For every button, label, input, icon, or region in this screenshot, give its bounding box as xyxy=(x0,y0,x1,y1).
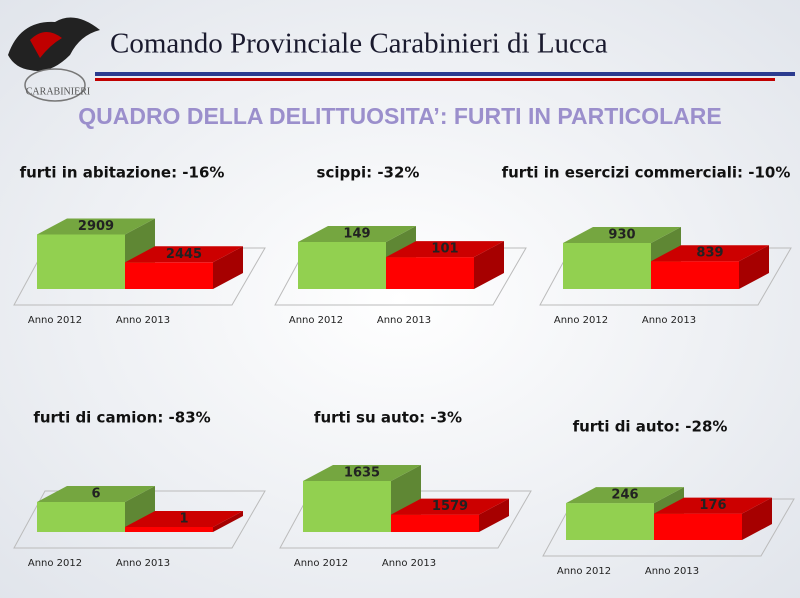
floor xyxy=(13,490,266,549)
data-label: 246 xyxy=(611,488,638,503)
bar xyxy=(125,527,213,532)
bar-side xyxy=(213,246,243,289)
bar xyxy=(303,481,391,532)
floor xyxy=(539,247,792,306)
bar-side xyxy=(213,511,243,532)
bar-side xyxy=(742,497,772,540)
header-rule-red xyxy=(95,78,775,81)
bar-top xyxy=(125,511,243,527)
bar-top xyxy=(37,486,155,502)
bar-top xyxy=(298,225,416,242)
bar-side xyxy=(474,241,504,289)
x-tick-label: Anno 2013 xyxy=(382,558,436,569)
x-tick-label: Anno 2012 xyxy=(554,315,608,326)
header-rule-blue xyxy=(95,72,795,76)
bar xyxy=(37,502,125,532)
logo-ring xyxy=(24,68,86,102)
bar-side xyxy=(739,245,769,289)
x-tick-label: Anno 2012 xyxy=(28,558,82,569)
data-label: 6 xyxy=(91,487,100,502)
bar-top xyxy=(125,246,243,263)
bar xyxy=(298,241,386,289)
x-tick-label: Anno 2013 xyxy=(116,315,170,326)
x-tick-label: Anno 2012 xyxy=(28,315,82,326)
data-label: 2909 xyxy=(78,219,114,234)
bar-top xyxy=(391,498,509,515)
x-tick-label: Anno 2012 xyxy=(557,566,611,577)
data-label: 149 xyxy=(343,226,370,241)
bar-side xyxy=(125,486,155,532)
bar-top xyxy=(303,465,421,481)
bar xyxy=(563,243,651,289)
logo-flame xyxy=(8,17,100,71)
bar-side xyxy=(479,498,509,532)
data-label: 930 xyxy=(608,228,635,243)
chart-title: scippi: -32% xyxy=(317,164,420,182)
logo-text: CARABINIERI xyxy=(26,86,90,97)
x-tick-label: Anno 2012 xyxy=(294,558,348,569)
data-label: 101 xyxy=(431,242,458,257)
bar xyxy=(654,513,742,540)
data-label: 1 xyxy=(179,512,188,527)
x-tick-label: Anno 2012 xyxy=(289,315,343,326)
chart-title: furti di auto: -28% xyxy=(573,418,728,436)
bar xyxy=(566,503,654,540)
floor xyxy=(274,247,527,306)
chart-title: furti su auto: -3% xyxy=(314,409,462,427)
x-tick-label: Anno 2013 xyxy=(642,315,696,326)
bar-top xyxy=(654,497,772,514)
data-label: 839 xyxy=(696,246,723,261)
data-label: 1579 xyxy=(432,499,468,514)
header-title: Comando Provinciale Carabinieri di Lucca xyxy=(110,28,608,60)
bar xyxy=(125,262,213,289)
bar xyxy=(391,514,479,532)
bar-top xyxy=(37,218,155,235)
chart-title: furti in abitazione: -16% xyxy=(20,164,225,182)
data-label: 1635 xyxy=(344,466,380,481)
chart-title: furti in esercizi commerciali: -10% xyxy=(502,164,791,182)
x-tick-label: Anno 2013 xyxy=(377,315,431,326)
bar xyxy=(386,257,474,289)
subtitle: QUADRO DELLA DELITTUOSITA’: FURTI IN PAR… xyxy=(78,103,722,129)
bar xyxy=(651,261,739,289)
bar-top xyxy=(563,227,681,243)
floor xyxy=(13,247,266,306)
bar-top xyxy=(651,245,769,262)
bar xyxy=(37,234,125,289)
x-tick-label: Anno 2013 xyxy=(645,566,699,577)
chart-title: furti di camion: -83% xyxy=(33,409,210,427)
x-tick-label: Anno 2013 xyxy=(116,558,170,569)
data-label: 176 xyxy=(699,498,726,513)
logo-accent xyxy=(30,31,62,58)
floor xyxy=(279,490,532,549)
data-label: 2445 xyxy=(166,247,202,262)
floor xyxy=(542,498,795,557)
bar-top xyxy=(566,487,684,504)
bar-top xyxy=(386,241,504,258)
